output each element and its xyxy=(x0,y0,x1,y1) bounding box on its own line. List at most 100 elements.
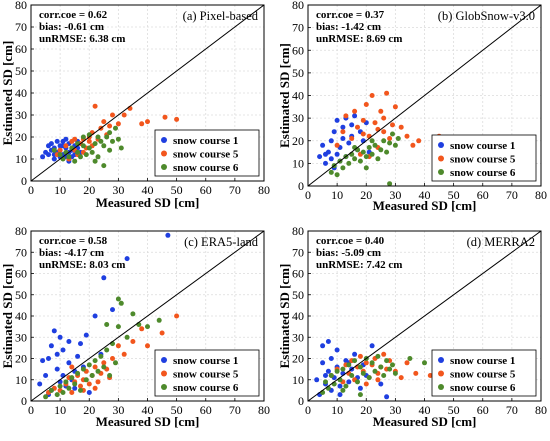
data-point xyxy=(60,347,66,353)
y-tick-label: 50 xyxy=(292,66,304,80)
panel-title: (d) MERRA2 xyxy=(467,235,535,249)
data-point xyxy=(115,136,121,142)
data-point xyxy=(369,360,375,366)
legend-label: snow course 5 xyxy=(173,149,239,161)
data-point xyxy=(363,165,369,171)
data-point xyxy=(352,156,358,162)
data-point xyxy=(387,181,393,187)
data-point xyxy=(334,172,340,178)
data-point xyxy=(390,122,395,128)
data-point xyxy=(118,300,124,306)
data-point xyxy=(57,334,63,340)
data-point xyxy=(323,160,328,166)
data-point xyxy=(398,375,404,381)
data-point xyxy=(404,133,410,139)
data-point xyxy=(372,120,378,126)
y-tick-label: 60 xyxy=(15,267,27,281)
y-axis-label: Estimated SD [cm] xyxy=(0,41,15,146)
panel-d: 0 10 20 30 40 50 60 70 80 0 10 20 30 40 50 60 70 80 Measur… xyxy=(277,224,547,429)
legend-label: snow course 6 xyxy=(450,382,516,394)
y-axis-label: Estimated SD [cm] xyxy=(277,43,292,148)
data-point xyxy=(357,353,363,359)
data-point xyxy=(323,379,328,385)
y-tick-label: 0 xyxy=(298,394,304,408)
y-tick-label: 10 xyxy=(292,156,304,170)
data-point xyxy=(83,377,89,383)
data-point xyxy=(340,366,346,372)
x-tick-label: 20 xyxy=(360,403,372,417)
data-point xyxy=(369,151,375,157)
data-point xyxy=(43,373,49,378)
data-point xyxy=(115,121,121,127)
x-tick-label: 30 xyxy=(112,183,124,197)
data-point xyxy=(86,362,92,368)
data-point xyxy=(416,138,422,144)
data-point xyxy=(54,392,60,398)
stats-line: bias: -4.17 cm xyxy=(39,247,104,259)
data-point xyxy=(369,138,375,144)
y-tick-label: 20 xyxy=(15,130,27,144)
legend-label: snow course 5 xyxy=(450,154,516,166)
data-point xyxy=(110,138,115,144)
data-point xyxy=(54,366,60,372)
data-point xyxy=(162,114,168,120)
data-point xyxy=(346,379,352,385)
data-point xyxy=(387,136,393,141)
x-tick-label: 10 xyxy=(331,403,343,417)
data-point xyxy=(115,324,121,330)
x-tick-label: 0 xyxy=(305,188,311,202)
data-point xyxy=(334,347,340,353)
data-point xyxy=(63,143,69,149)
data-point xyxy=(340,124,346,130)
stats-line: corr.coe = 0.40 xyxy=(316,235,385,247)
data-point xyxy=(57,147,63,153)
data-point xyxy=(98,138,104,144)
panel-b: 0 10 20 30 40 50 60 70 80 0 10 20 30 40 50 60 70 80 Measur… xyxy=(277,0,547,213)
legend-box xyxy=(431,349,537,397)
data-point xyxy=(101,364,107,370)
data-point xyxy=(360,370,366,376)
data-point xyxy=(60,390,66,395)
data-point xyxy=(352,351,358,357)
data-point xyxy=(156,317,162,323)
data-point xyxy=(101,143,107,149)
data-point xyxy=(101,360,107,366)
legend-label: snow course 1 xyxy=(173,135,238,147)
data-point xyxy=(357,158,363,164)
y-tick-label: 80 xyxy=(15,224,27,238)
x-tick-label: 40 xyxy=(142,183,154,197)
data-point xyxy=(54,351,60,357)
data-point xyxy=(328,156,334,162)
data-point xyxy=(95,154,101,160)
data-point xyxy=(174,116,180,122)
data-point xyxy=(404,360,410,366)
data-point xyxy=(340,165,346,171)
data-point xyxy=(340,136,346,141)
data-point xyxy=(357,392,363,398)
series-snow-course-6 xyxy=(43,296,162,400)
y-tick-label: 70 xyxy=(15,20,27,34)
data-point xyxy=(48,387,54,393)
x-tick-label: 70 xyxy=(229,403,241,417)
x-tick-label: 60 xyxy=(200,403,212,417)
x-tick-label: 50 xyxy=(171,183,183,197)
data-point xyxy=(372,368,378,374)
y-tick-label: 0 xyxy=(21,174,27,188)
stats-line: corr.coe = 0.37 xyxy=(316,9,385,21)
data-point xyxy=(83,152,89,158)
y-tick-label: 40 xyxy=(292,89,304,103)
data-point xyxy=(124,334,130,340)
panel-a: 0 10 20 30 40 50 60 70 80 0 10 20 30 40 50 60 70 80 Measur… xyxy=(0,0,270,210)
data-point xyxy=(57,152,63,158)
data-point xyxy=(363,381,369,387)
stats-line: unRMSE: 8.03 cm xyxy=(39,259,125,271)
x-tick-label: 80 xyxy=(535,403,547,417)
data-point xyxy=(92,313,98,319)
data-point xyxy=(95,368,101,374)
y-tick-label: 70 xyxy=(15,245,27,259)
legend-marker xyxy=(161,164,167,170)
data-point xyxy=(360,149,366,155)
data-point xyxy=(107,373,113,378)
data-point xyxy=(113,125,118,131)
series-snow-course-6 xyxy=(51,125,124,169)
